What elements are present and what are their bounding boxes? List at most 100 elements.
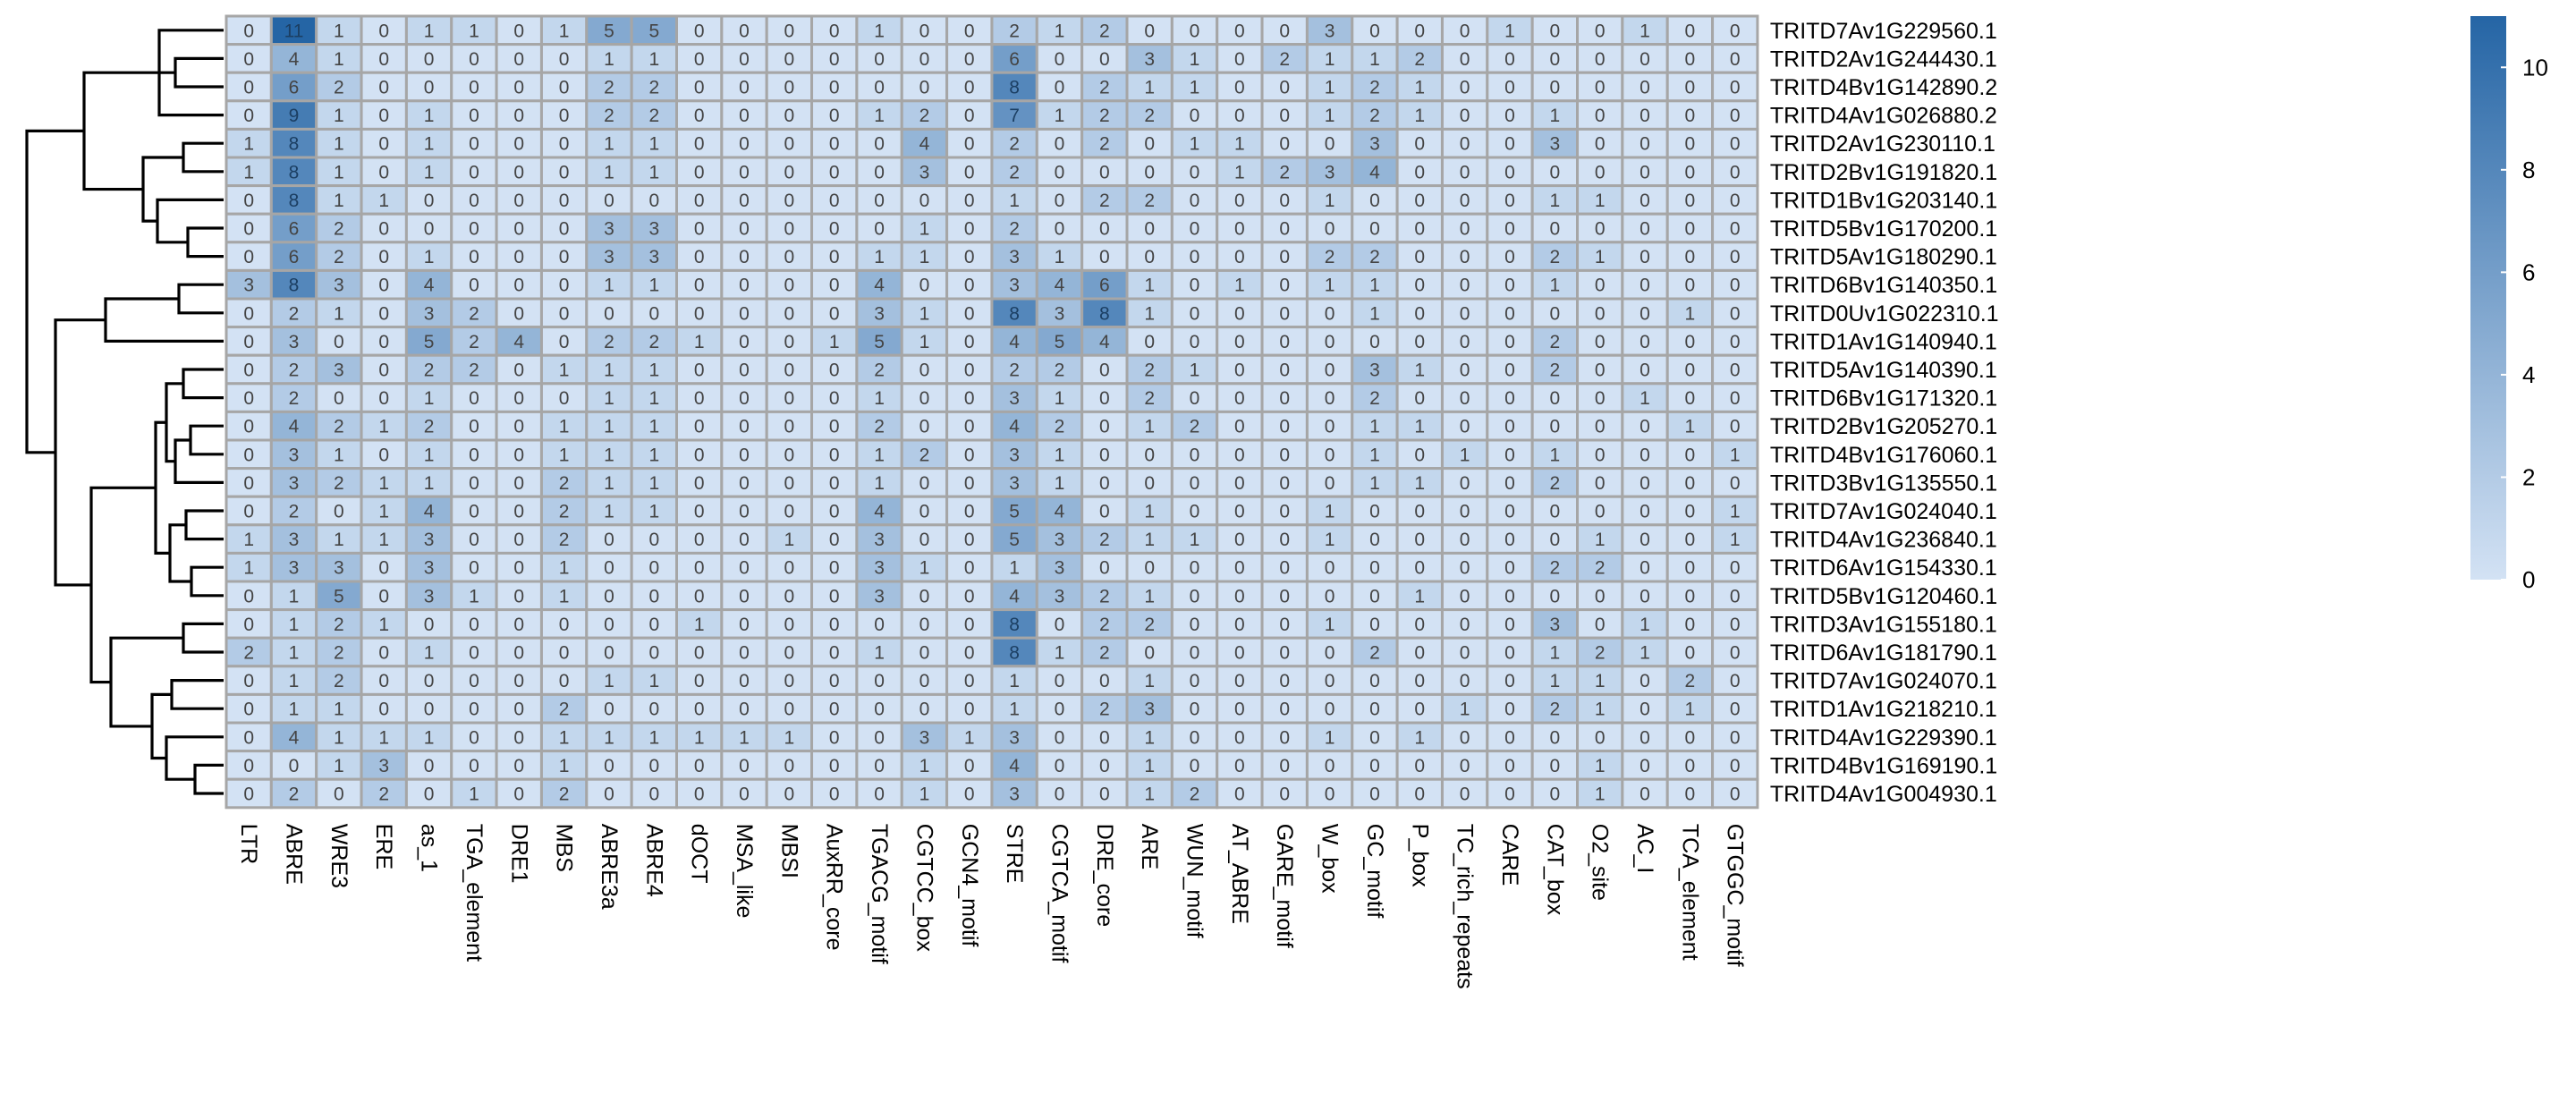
cell-value: 0 bbox=[1685, 615, 1696, 635]
heatmap-cell bbox=[315, 241, 363, 272]
cell-value: 1 bbox=[1190, 49, 1200, 70]
heatmap-cell bbox=[1260, 750, 1309, 781]
heatmap-cell bbox=[675, 156, 724, 188]
cell-value: 0 bbox=[1595, 106, 1606, 126]
heatmap-cell bbox=[1711, 297, 1759, 329]
heatmap-cell bbox=[585, 750, 633, 781]
heatmap-cell bbox=[1440, 467, 1489, 498]
heatmap-cell bbox=[675, 523, 724, 555]
cell-value: 0 bbox=[1549, 586, 1560, 606]
cell-value: 0 bbox=[1190, 643, 1200, 664]
cell-value: 0 bbox=[784, 671, 795, 691]
cell-value: 2 bbox=[289, 303, 300, 324]
cell-value: 2 bbox=[334, 473, 344, 494]
cell-value: 1 bbox=[1144, 671, 1155, 691]
heatmap-cell bbox=[404, 297, 453, 329]
heatmap-cell bbox=[1440, 326, 1489, 357]
cell-value: 2 bbox=[289, 388, 300, 409]
cell-value: 1 bbox=[1325, 502, 1335, 522]
cell-value: 0 bbox=[1549, 530, 1560, 550]
cell-value: 1 bbox=[604, 276, 614, 296]
cell-value: 0 bbox=[739, 134, 750, 155]
cell-value: 2 bbox=[1369, 247, 1380, 267]
cell-value: 0 bbox=[604, 700, 614, 720]
cell-value: 0 bbox=[919, 21, 930, 41]
cell-value: 0 bbox=[559, 191, 570, 211]
cell-value: 1 bbox=[604, 727, 614, 748]
cell-value: 0 bbox=[1144, 445, 1155, 465]
cell-value: 0 bbox=[1099, 558, 1110, 579]
cell-value: 2 bbox=[1009, 134, 1020, 155]
cell-value: 1 bbox=[289, 615, 300, 635]
heatmap-cell bbox=[1711, 495, 1759, 527]
cell-value: 0 bbox=[1234, 784, 1245, 805]
cell-value: 0 bbox=[1099, 388, 1110, 409]
cell-value: 1 bbox=[1549, 191, 1560, 211]
cell-value: 2 bbox=[1144, 191, 1155, 211]
cell-value: 2 bbox=[1369, 388, 1380, 409]
cell-value: 1 bbox=[334, 134, 344, 155]
cell-value: 2 bbox=[559, 784, 570, 805]
cell-value: 2 bbox=[1369, 643, 1380, 664]
cell-value: 3 bbox=[1009, 276, 1020, 296]
cell-value: 0 bbox=[378, 332, 389, 352]
cell-value: 0 bbox=[1279, 473, 1290, 494]
cell-value: 1 bbox=[424, 445, 435, 465]
cell-value: 4 bbox=[874, 276, 885, 296]
cell-value: 1 bbox=[1325, 727, 1335, 748]
cell-value: 0 bbox=[1595, 445, 1606, 465]
cell-value: 0 bbox=[964, 445, 975, 465]
cell-value: 0 bbox=[469, 134, 479, 155]
heatmap-cell bbox=[1216, 43, 1264, 74]
cell-value: 0 bbox=[513, 784, 524, 805]
heatmap-cell bbox=[1305, 43, 1354, 74]
cell-value: 0 bbox=[1504, 643, 1515, 664]
legend-colorbar bbox=[2470, 16, 2506, 580]
heatmap-cell bbox=[675, 608, 724, 640]
heatmap-cell bbox=[1125, 127, 1174, 159]
cell-value: 0 bbox=[874, 615, 885, 635]
cell-value: 0 bbox=[1279, 586, 1290, 606]
cell-value: 0 bbox=[829, 276, 840, 296]
cell-value: 2 bbox=[378, 784, 389, 805]
cell-value: 1 bbox=[648, 671, 659, 691]
cell-value: 0 bbox=[604, 643, 614, 664]
heatmap-cell bbox=[1711, 608, 1759, 640]
heatmap-cell bbox=[765, 551, 814, 583]
row-label: TRITD4Av1G229390.1 bbox=[1770, 725, 1997, 751]
cell-value: 0 bbox=[694, 21, 705, 41]
cell-value: 0 bbox=[1640, 445, 1650, 465]
cell-value: 0 bbox=[1325, 700, 1335, 720]
cell-value: 0 bbox=[648, 615, 659, 635]
cell-value: 0 bbox=[243, 671, 254, 691]
cell-value: 0 bbox=[378, 303, 389, 324]
heatmap-cell bbox=[720, 580, 768, 612]
heatmap-cell bbox=[1395, 241, 1444, 272]
cell-value: 0 bbox=[919, 191, 930, 211]
cell-value: 2 bbox=[1549, 473, 1560, 494]
dendrogram-branch bbox=[170, 679, 224, 710]
cell-value: 0 bbox=[243, 106, 254, 126]
heatmap-cell bbox=[225, 523, 273, 555]
cell-value: 0 bbox=[513, 276, 524, 296]
cell-value: 0 bbox=[739, 219, 750, 240]
cell-value: 1 bbox=[289, 643, 300, 664]
cell-value: 0 bbox=[513, 49, 524, 70]
cell-value: 0 bbox=[1685, 162, 1696, 182]
heatmap-cell bbox=[450, 608, 498, 640]
cell-value: 0 bbox=[1549, 49, 1560, 70]
cell-value: 0 bbox=[1099, 247, 1110, 267]
cell-value: 0 bbox=[1414, 700, 1425, 720]
cell-value: 3 bbox=[874, 303, 885, 324]
cell-value: 4 bbox=[289, 49, 300, 70]
legend-tick-label: 10 bbox=[2522, 54, 2548, 81]
cell-value: 0 bbox=[648, 700, 659, 720]
heatmap-cell bbox=[990, 467, 1038, 498]
column-label: ABRE bbox=[282, 824, 307, 885]
cell-value: 3 bbox=[1009, 784, 1020, 805]
cell-value: 1 bbox=[1369, 473, 1380, 494]
heatmap-cell bbox=[630, 495, 679, 527]
cell-value: 1 bbox=[1504, 21, 1515, 41]
heatmap-cell bbox=[404, 14, 453, 47]
cell-value: 0 bbox=[694, 219, 705, 240]
